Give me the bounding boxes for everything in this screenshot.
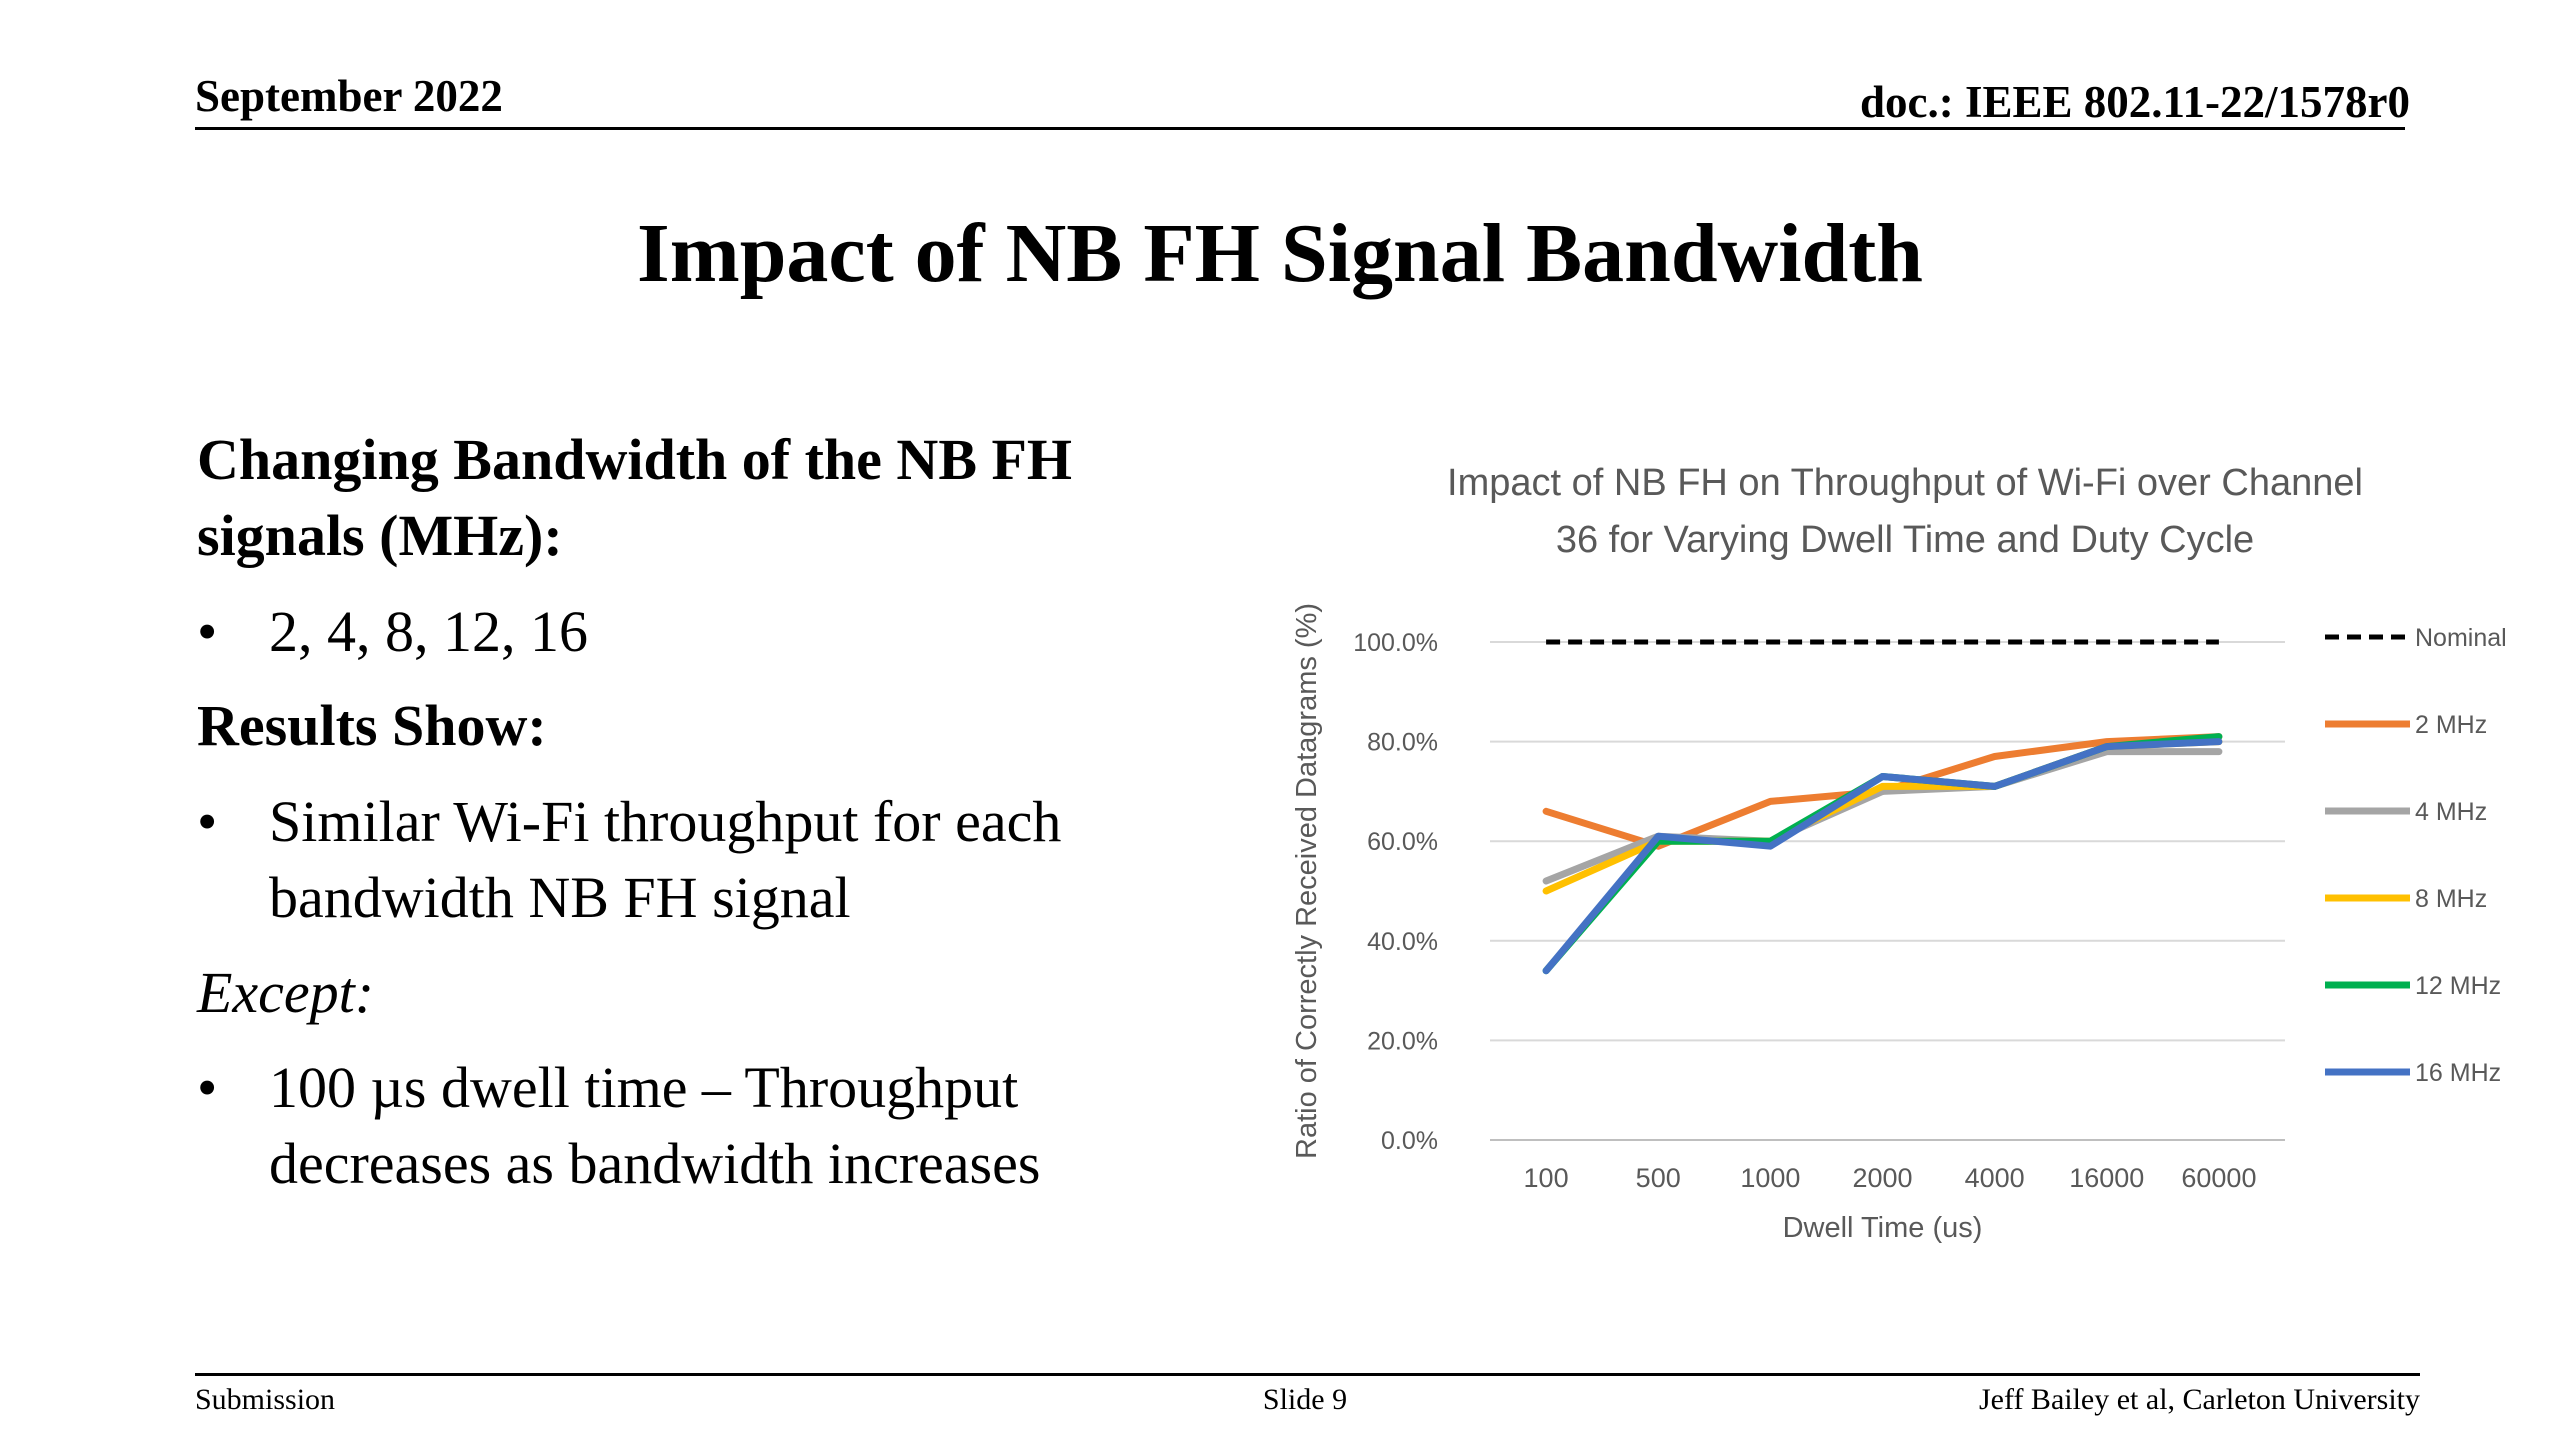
x-axis-label: Dwell Time (us): [1783, 1212, 1983, 1244]
bullet-dwell-time-line1: 100 µs dwell time – Throughput: [269, 1055, 1019, 1120]
header-doc-id: doc.: IEEE 802.11-22/1578r0: [1859, 77, 2410, 127]
legend-label: 2 MHz: [2415, 711, 2487, 739]
chart-title-line1: Impact of NB FH on Throughput of Wi-Fi o…: [1447, 462, 2363, 504]
y-tick-label: 80.0%: [1367, 729, 1438, 757]
y-tick-label: 100.0%: [1353, 629, 1438, 657]
x-tick-label: 1000: [1740, 1163, 1800, 1193]
footer-submission: Submission: [195, 1383, 336, 1416]
slide-title: Impact of NB FH Signal Bandwidth: [637, 207, 1923, 300]
y-tick-label: 20.0%: [1367, 1027, 1438, 1055]
bullet-similar-throughput-line2: bandwidth NB FH signal: [269, 865, 851, 930]
series-line-16-mhz: [1542, 738, 2223, 975]
bullet-dwell-time-line2: decreases as bandwidth increases: [269, 1131, 1041, 1196]
y-tick-label: 60.0%: [1367, 828, 1438, 856]
footer-slide-number: Slide 9: [1262, 1383, 1348, 1416]
bullet-bandwidths-text: 2, 4, 8, 12, 16: [269, 599, 588, 664]
x-tick-label: 60000: [2181, 1163, 2256, 1193]
header-rule: [195, 127, 2405, 130]
legend-label: 16 MHz: [2415, 1059, 2501, 1087]
bullet-dot: •: [197, 599, 218, 664]
legend-label: 12 MHz: [2415, 972, 2501, 1000]
y-axis-label: Ratio of Correctly Received Datagrams (%…: [1291, 603, 1323, 1159]
series-line-4-mhz: [1542, 748, 2223, 885]
legend-label: 8 MHz: [2415, 885, 2487, 913]
x-tick-label: 4000: [1965, 1163, 2025, 1193]
series-line-8-mhz: [1542, 738, 2223, 895]
x-tick-label: 100: [1524, 1163, 1569, 1193]
heading-results-show: Results Show:: [197, 693, 547, 758]
except-label: Except:: [197, 960, 375, 1025]
bullet-dot: •: [197, 789, 218, 854]
y-tick-label: 40.0%: [1367, 928, 1438, 956]
header-date: September 2022: [195, 71, 503, 121]
chart-title-line2: 36 for Varying Dwell Time and Duty Cycle: [1556, 519, 2254, 561]
throughput-line-chart: Impact of NB FH on Throughput of Wi-Fi o…: [1291, 462, 2507, 1244]
legend-label: 4 MHz: [2415, 798, 2487, 826]
bullet-dot: •: [197, 1055, 218, 1120]
heading-changing-bandwidth-line2: signals (MHz):: [197, 503, 563, 568]
bullet-similar-throughput-line1: Similar Wi-Fi throughput for each: [269, 789, 1062, 854]
x-tick-label: 2000: [1852, 1163, 1912, 1193]
x-tick-label: 16000: [2069, 1163, 2144, 1193]
x-tick-label: 500: [1636, 1163, 1681, 1193]
legend-label: Nominal: [2415, 624, 2507, 652]
footer-authors: Jeff Bailey et al, Carleton University: [1979, 1383, 2420, 1416]
footer-rule: [195, 1373, 2420, 1376]
heading-changing-bandwidth: Changing Bandwidth of the NB FH: [197, 427, 1073, 492]
y-tick-label: 0.0%: [1381, 1127, 1438, 1155]
